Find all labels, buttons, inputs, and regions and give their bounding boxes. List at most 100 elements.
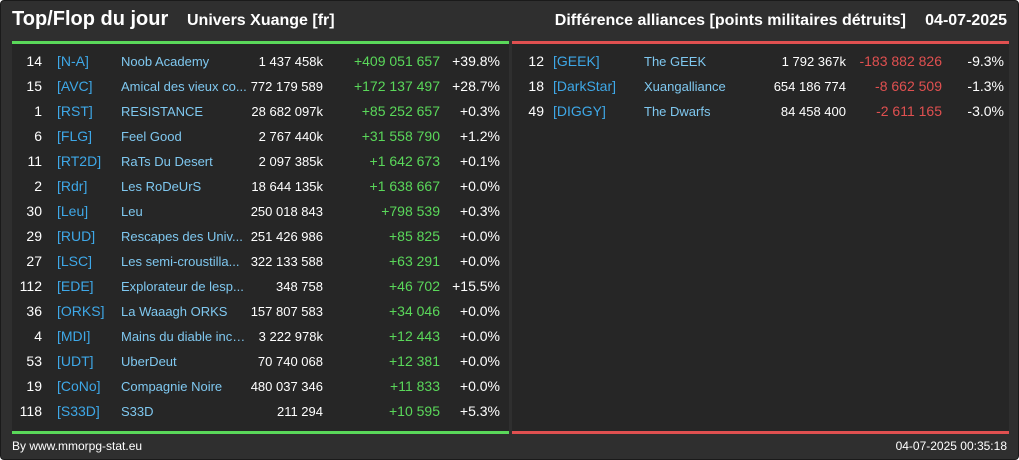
alliance-tag: [AVC] bbox=[57, 78, 93, 94]
alliance-name: La Waaagh ORKS bbox=[121, 304, 228, 319]
difference-value: +46 702 bbox=[389, 278, 440, 294]
points-value: 3 222 978k bbox=[258, 329, 323, 344]
alliance-name: The Dwarfs bbox=[644, 104, 711, 119]
alliance-name: Mains du diable inco... bbox=[121, 329, 249, 344]
rank-value: 12 bbox=[528, 53, 544, 69]
points-value: 772 179 589 bbox=[250, 79, 323, 94]
points-value: 211 294 bbox=[276, 404, 323, 419]
difference-value: +34 046 bbox=[389, 303, 440, 319]
top-row: 30 [Leu] Leu 250 018 843 +798 539 +0.3% bbox=[12, 199, 509, 224]
alliance-tag: [EDE] bbox=[57, 278, 94, 294]
rank-value: 30 bbox=[26, 203, 42, 219]
alliance-name: Feel Good bbox=[121, 129, 182, 144]
points-value: 2 097 385k bbox=[258, 154, 323, 169]
points-value: 157 807 583 bbox=[250, 304, 323, 319]
points-value: 2 767 440k bbox=[258, 129, 323, 144]
top-row: 15 [AVC] Amical des vieux co... 772 179 589… bbox=[12, 74, 509, 99]
rank-value: 27 bbox=[26, 253, 42, 269]
top-row: 11 [RT2D] RaTs Du Desert 2 097 385k +1 642 6… bbox=[12, 149, 509, 174]
alliance-tag: [UDT] bbox=[57, 353, 94, 369]
percent-change: +0.0% bbox=[459, 328, 500, 344]
percent-change: +0.3% bbox=[459, 103, 500, 119]
top-panel: 14 [N-A] Noob Academy 1 437 458k +409 051 65… bbox=[12, 41, 509, 434]
top-row: 6 [FLG] Feel Good 2 767 440k +31 558 790 +1.2… bbox=[12, 124, 509, 149]
footer-timestamp: 04-07-2025 00:35:18 bbox=[895, 439, 1007, 453]
rank-value: 118 bbox=[19, 403, 42, 419]
percent-change: +5.3% bbox=[459, 403, 500, 419]
difference-value: +1 638 667 bbox=[369, 178, 440, 194]
top-row: 118 [S33D] S33D 211 294 +10 595 +5.3% bbox=[12, 399, 509, 424]
top-row: 14 [N-A] Noob Academy 1 437 458k +409 051 65… bbox=[12, 49, 509, 74]
points-value: 480 037 346 bbox=[250, 379, 323, 394]
top-row: 2 [Rdr] Les RoDeUrS 18 644 135k +1 638 667 +0… bbox=[12, 174, 509, 199]
percent-change: +0.0% bbox=[459, 353, 500, 369]
difference-value: +63 291 bbox=[389, 253, 440, 269]
top-row: 4 [MDI] Mains du diable inco... 3 222 978k +… bbox=[12, 324, 509, 349]
alliance-name: Compagnie Noire bbox=[121, 379, 223, 394]
points-value: 348 758 bbox=[276, 279, 323, 294]
alliance-name: RESISTANCE bbox=[121, 104, 204, 119]
points-value: 250 018 843 bbox=[250, 204, 323, 219]
alliance-name: UberDeut bbox=[121, 354, 177, 369]
points-value: 1 437 458k bbox=[258, 54, 323, 69]
difference-value: +798 539 bbox=[381, 203, 440, 219]
top-row: 29 [RUD] Rescapes des Univ... 251 426 986 +8… bbox=[12, 224, 509, 249]
difference-value: -2 611 165 bbox=[876, 103, 942, 119]
points-value: 322 133 588 bbox=[250, 254, 323, 269]
alliance-name: Explorateur de lesp... bbox=[121, 279, 244, 294]
rank-value: 49 bbox=[528, 103, 544, 119]
percent-change: +28.7% bbox=[452, 78, 500, 94]
points-value: 18 644 135k bbox=[251, 179, 323, 194]
percent-change: +0.1% bbox=[459, 153, 500, 169]
rank-value: 4 bbox=[34, 328, 42, 344]
percent-change: +0.0% bbox=[459, 253, 500, 269]
difference-value: +85 252 657 bbox=[361, 103, 440, 119]
top-row: 36 [ORKS] La Waaagh ORKS 157 807 583 +34 046… bbox=[12, 299, 509, 324]
top-row: 27 [LSC] Les semi-croustilla... 322 133 588… bbox=[12, 249, 509, 274]
rank-value: 29 bbox=[26, 228, 42, 244]
alliance-name: S33D bbox=[121, 404, 154, 419]
rank-value: 18 bbox=[528, 78, 544, 94]
alliance-name: Xuangalliance bbox=[644, 79, 726, 94]
alliance-tag: [GEEK] bbox=[553, 53, 600, 69]
difference-value: +10 595 bbox=[389, 403, 440, 419]
alliance-tag: [N-A] bbox=[57, 53, 89, 69]
rank-value: 11 bbox=[27, 153, 42, 169]
percent-change: -1.3% bbox=[967, 78, 1004, 94]
alliance-name: Les semi-croustilla... bbox=[121, 254, 240, 269]
difference-value: +12 443 bbox=[389, 328, 440, 344]
percent-change: +0.0% bbox=[459, 303, 500, 319]
top-row: 53 [UDT] UberDeut 70 740 068 +12 381 +0.0% bbox=[12, 349, 509, 374]
difference-value: +12 381 bbox=[389, 353, 440, 369]
points-value: 70 740 068 bbox=[257, 354, 323, 369]
rank-value: 19 bbox=[26, 378, 42, 394]
difference-value: +409 051 657 bbox=[353, 53, 440, 69]
percent-change: +1.2% bbox=[459, 128, 500, 144]
percent-change: -9.3% bbox=[967, 53, 1004, 69]
alliance-tag: [DarkStar] bbox=[553, 78, 617, 94]
alliance-name: Amical des vieux co... bbox=[121, 79, 247, 94]
points-value: 28 682 097k bbox=[251, 104, 323, 119]
alliance-tag: [RST] bbox=[57, 103, 93, 119]
alliance-tag: [DIGGY] bbox=[553, 103, 606, 119]
alliance-tag: [MDI] bbox=[57, 328, 91, 344]
difference-value: +85 825 bbox=[389, 228, 440, 244]
alliance-tag: [LSC] bbox=[57, 253, 93, 269]
rank-value: 6 bbox=[34, 128, 42, 144]
percent-change: +0.0% bbox=[459, 228, 500, 244]
alliance-name: Noob Academy bbox=[121, 54, 210, 69]
ranking-subject: Différence alliances [points militaires … bbox=[554, 12, 906, 29]
footer-credit: By www.mmorpg-stat.eu bbox=[12, 439, 143, 453]
alliance-tag: [S33D] bbox=[57, 403, 100, 419]
alliance-tag: [CoNo] bbox=[57, 378, 101, 394]
rank-value: 15 bbox=[26, 78, 42, 94]
alliance-tag: [FLG] bbox=[57, 128, 93, 144]
alliance-name: The GEEK bbox=[644, 54, 707, 69]
alliance-tag: [RT2D] bbox=[57, 153, 102, 169]
rank-value: 14 bbox=[26, 53, 42, 69]
alliance-name: Leu bbox=[121, 204, 143, 219]
percent-change: +39.8% bbox=[452, 53, 500, 69]
difference-value: +31 558 790 bbox=[361, 128, 440, 144]
flop-row: 18 [DarkStar] Xuangalliance 654 186 774 -8 6… bbox=[512, 74, 1009, 99]
